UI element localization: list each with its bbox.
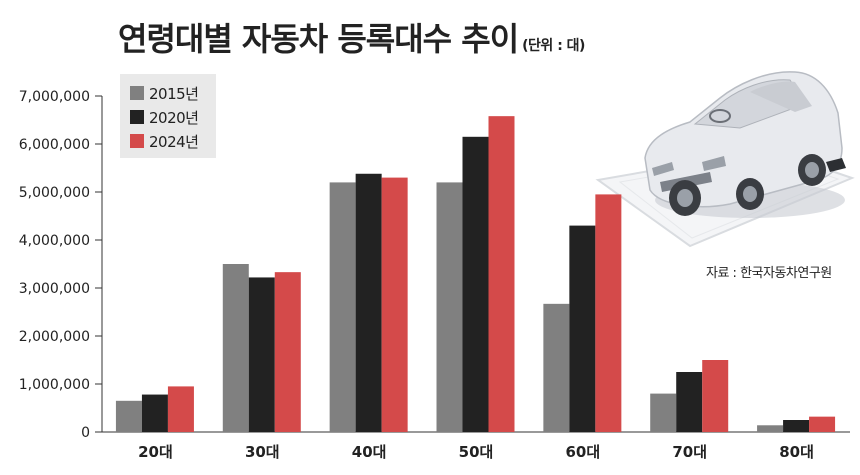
legend-label-2024: 2024년 [149,132,199,151]
x-tick-label: 50대 [459,443,494,461]
source-note: 자료 : 한국자동차연구원 [706,266,832,281]
bar-2024년-60대 [595,194,622,432]
x-tick-label: 80대 [779,443,814,461]
legend-item-2020: 2020년 [130,105,216,129]
legend-item-2015: 2015년 [130,81,216,105]
x-tick-label: 40대 [352,443,387,461]
bar-2024년-70대 [702,360,729,432]
chart-title: 연령대별 자동차 등록대수 추이 [118,20,519,58]
bar-2015년-40대 [329,182,356,432]
bar-2024년-50대 [488,116,515,432]
labels-layer: 0 1,000,000 2,000,000 3,000,000 4,000,000 5,0… [19,89,814,461]
legend-swatch-2024 [130,134,144,148]
legend: 2015년 2020년 2024년 [120,74,216,158]
chart-unit: (단위 : 대) [522,38,585,54]
bar-2020년-30대 [248,277,275,432]
x-tick-label: 70대 [672,443,707,461]
y-tick-label: 7,000,000 [19,89,90,105]
bar-2015년-80대 [757,425,784,432]
legend-swatch-2015 [130,86,144,100]
y-tick-label: 2,000,000 [19,329,90,345]
legend-swatch-2020 [130,110,144,124]
bar-2020년-80대 [783,420,810,432]
y-tick-label: 5,000,000 [19,185,90,201]
chart-title-wrap: 연령대별 자동차 등록대수 추이 (단위 : 대) [118,14,585,60]
bar-2024년-40대 [381,177,408,432]
legend-item-2024: 2024년 [130,129,216,153]
legend-label-2020: 2020년 [149,108,199,127]
bar-2015년-20대 [115,400,142,432]
bar-2024년-30대 [274,272,301,432]
bar-2024년-80대 [809,416,836,432]
bar-2020년-50대 [462,136,489,433]
bar-2015년-60대 [543,303,570,432]
bar-2015년-30대 [222,264,249,432]
y-tick-label: 4,000,000 [19,233,90,249]
x-tick-label: 20대 [138,443,173,461]
bar-2020년-60대 [569,225,596,432]
legend-label-2015: 2015년 [149,84,199,103]
y-tick-label: 3,000,000 [19,281,90,297]
bar-2020년-40대 [355,173,382,432]
bar-2015년-70대 [650,393,677,432]
bar-2020년-70대 [676,372,703,432]
x-tick-label: 30대 [245,443,280,461]
bar-2015년-50대 [436,182,463,432]
y-tick-label: 0 [81,425,90,441]
y-tick-label: 6,000,000 [19,137,90,153]
car-icon [595,71,855,248]
x-tick-label: 60대 [566,443,601,461]
bars-layer [115,116,836,433]
y-tick-label: 1,000,000 [19,377,90,393]
bar-2020년-20대 [141,394,168,432]
bar-2024년-20대 [167,386,194,432]
